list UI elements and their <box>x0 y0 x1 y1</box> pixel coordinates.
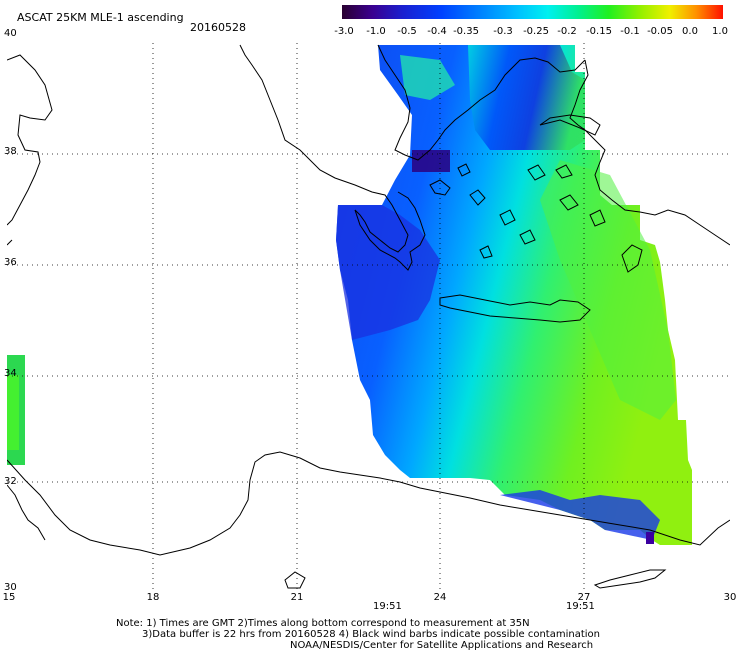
swath-north-region <box>468 45 585 150</box>
colorbar-label: -3.0 <box>334 26 354 37</box>
swath-green-region <box>540 160 676 420</box>
colorbar-label: 0.0 <box>682 26 698 37</box>
island-rhodes <box>621 244 643 273</box>
colorbar-label: -0.3 <box>493 26 513 37</box>
colorbar-label: -0.05 <box>647 26 673 37</box>
colorbar-label: -0.2 <box>557 26 577 37</box>
time-label-2: 19:51 <box>566 601 595 612</box>
note-line-1: Note: 1) Times are GMT 2)Times along bot… <box>116 618 530 629</box>
x-tick-label: 27 <box>578 592 591 603</box>
coastlines <box>7 44 730 589</box>
island-6 <box>589 209 606 227</box>
island-3 <box>499 209 516 226</box>
swath-west-region <box>336 205 440 340</box>
x-tick-label: 24 <box>434 592 447 603</box>
island-5 <box>559 194 579 211</box>
island-bottom-right <box>593 569 667 589</box>
x-axis-labels: 15 18 21 24 27 30 <box>3 592 737 603</box>
colorbar-label: 1.0 <box>712 26 728 37</box>
colorbar-label: -0.1 <box>620 26 640 37</box>
coast-north-africa <box>7 451 730 556</box>
island-1 <box>429 179 451 196</box>
x-tick-label: 30 <box>724 592 737 603</box>
island-2 <box>469 189 486 206</box>
y-tick-label: 30 <box>4 582 17 593</box>
colorbar-label: -0.4 <box>427 26 447 37</box>
wind-swath <box>7 45 692 545</box>
swath-purple-cell <box>646 532 654 544</box>
island-bottom <box>284 571 306 589</box>
swath-south-region <box>500 490 660 540</box>
island-4 <box>519 229 536 245</box>
x-tick-label: 18 <box>147 592 160 603</box>
x-tick-label: 21 <box>291 592 304 603</box>
island-crete <box>439 294 591 323</box>
island-7 <box>479 245 493 259</box>
coast-sicily <box>7 239 13 246</box>
coast-italy <box>7 54 53 226</box>
island-10 <box>555 164 573 179</box>
x-tick-label: 15 <box>3 592 16 603</box>
swath-west-edge-inner <box>7 375 19 450</box>
swath-cyan-region <box>400 55 455 100</box>
coast-greece-west <box>239 44 409 253</box>
y-tick-label: 40 <box>4 28 17 39</box>
coast-tunisia <box>7 484 46 541</box>
y-tick-label: 32 <box>4 476 17 487</box>
colorbar-labels: -3.0 -1.0 -0.5 -0.4 -0.35 -0.3 -0.25 -0.2 -0.15-… <box>334 26 728 37</box>
island-8 <box>457 163 471 177</box>
product-date: 20160528 <box>190 21 246 34</box>
time-label-1: 19:51 <box>373 601 402 612</box>
colorbar-label: -1.0 <box>366 26 386 37</box>
swath-purple-spot <box>412 150 450 172</box>
colorbar-label: -0.15 <box>586 26 612 37</box>
colorbar-label: -0.35 <box>453 26 479 37</box>
colorbar: -3.0 -1.0 -0.5 -0.4 -0.35 -0.3 -0.25 -0.2 -0.15-… <box>334 5 728 37</box>
note-line-3: NOAA/NESDIS/Center for Satellite Applica… <box>290 640 593 650</box>
graticule <box>7 43 730 589</box>
island-9 <box>527 164 546 181</box>
note-line-2: 3)Data buffer is 22 hrs from 20160528 4)… <box>142 629 600 640</box>
colorbar-gradient <box>342 5 723 19</box>
coast-lesbos <box>539 114 601 136</box>
y-axis-labels: 40 38 36 34 32 30 <box>4 28 17 593</box>
colorbar-label: -0.5 <box>397 26 417 37</box>
product-title: ASCAT 25KM MLE-1 ascending <box>17 11 184 24</box>
coast-turkey <box>569 59 730 246</box>
coast-greece-east <box>377 44 586 161</box>
y-tick-label: 38 <box>4 146 17 157</box>
y-tick-label: 36 <box>4 257 17 268</box>
y-tick-label: 34 <box>4 368 17 379</box>
colorbar-label: -0.25 <box>523 26 549 37</box>
coast-peloponnese <box>354 191 426 271</box>
